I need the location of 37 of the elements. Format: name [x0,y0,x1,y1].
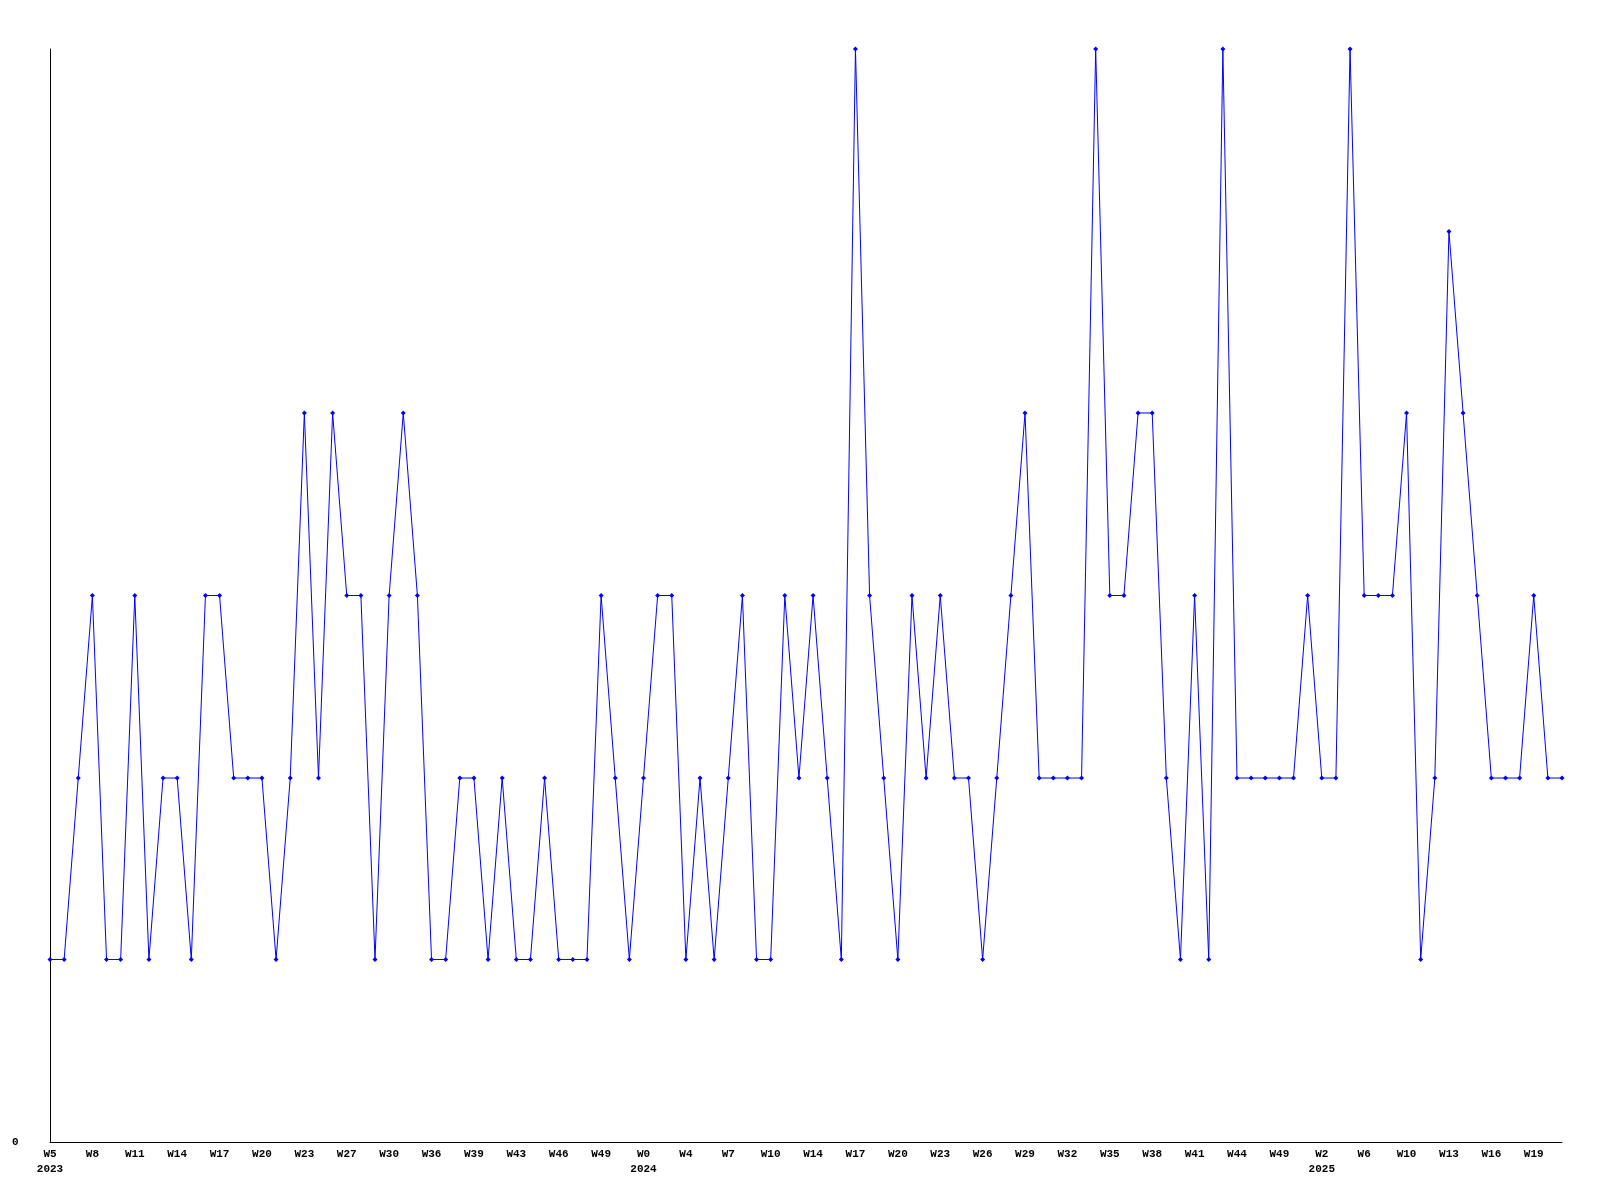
x-tick-label: W13 [1439,1147,1460,1160]
x-tick-label: W16 [1481,1147,1502,1160]
x-tick-label: W0 2024 [630,1147,658,1175]
x-tick-label: W7 [721,1147,735,1160]
x-tick-label: W19 [1523,1147,1544,1160]
x-tick-label: W23 [930,1147,951,1160]
x-tick-label: W14 [803,1147,824,1160]
x-tick-label: W44 [1227,1147,1248,1160]
x-tick-label: W38 [1142,1147,1163,1160]
x-tick-label: W4 [679,1147,693,1160]
x-tick-label: W27 [336,1147,357,1160]
x-tick-label: W41 [1184,1147,1205,1160]
x-tick-label: W23 [294,1147,315,1160]
x-tick-label: W35 [1099,1147,1121,1160]
x-tick-label: W11 [124,1147,146,1160]
x-tick-label: W29 [1015,1147,1035,1160]
x-tick-label: W43 [506,1147,527,1160]
x-tick-label: W5 2023 [36,1147,64,1175]
x-tick-label: W6 [1357,1147,1371,1160]
x-tick-label: W2 2025 [1308,1147,1336,1175]
x-tick-label: W20 [887,1147,908,1160]
x-tick-label: W8 [85,1147,100,1160]
x-tick-label: W17 [845,1147,866,1160]
x-tick-label: W14 [167,1147,188,1160]
x-tick-label: W17 [209,1147,230,1160]
text: 0 [12,1135,19,1148]
x-tick-label: W36 [421,1147,442,1160]
x-tick-label: W49 [591,1147,612,1160]
x-tick-label: W49 [1269,1147,1290,1160]
x-tick-label: W10 [760,1147,781,1160]
x-tick-label: W26 [972,1147,993,1160]
x-tick-label: W46 [548,1147,569,1160]
x-tick-label: W30 [379,1147,400,1160]
x-tick-label: W32 [1057,1147,1078,1160]
x-tick-label: W20 [252,1147,272,1160]
x-tick-label: W10 [1396,1147,1417,1160]
x-tick-label: W39 [464,1147,484,1160]
